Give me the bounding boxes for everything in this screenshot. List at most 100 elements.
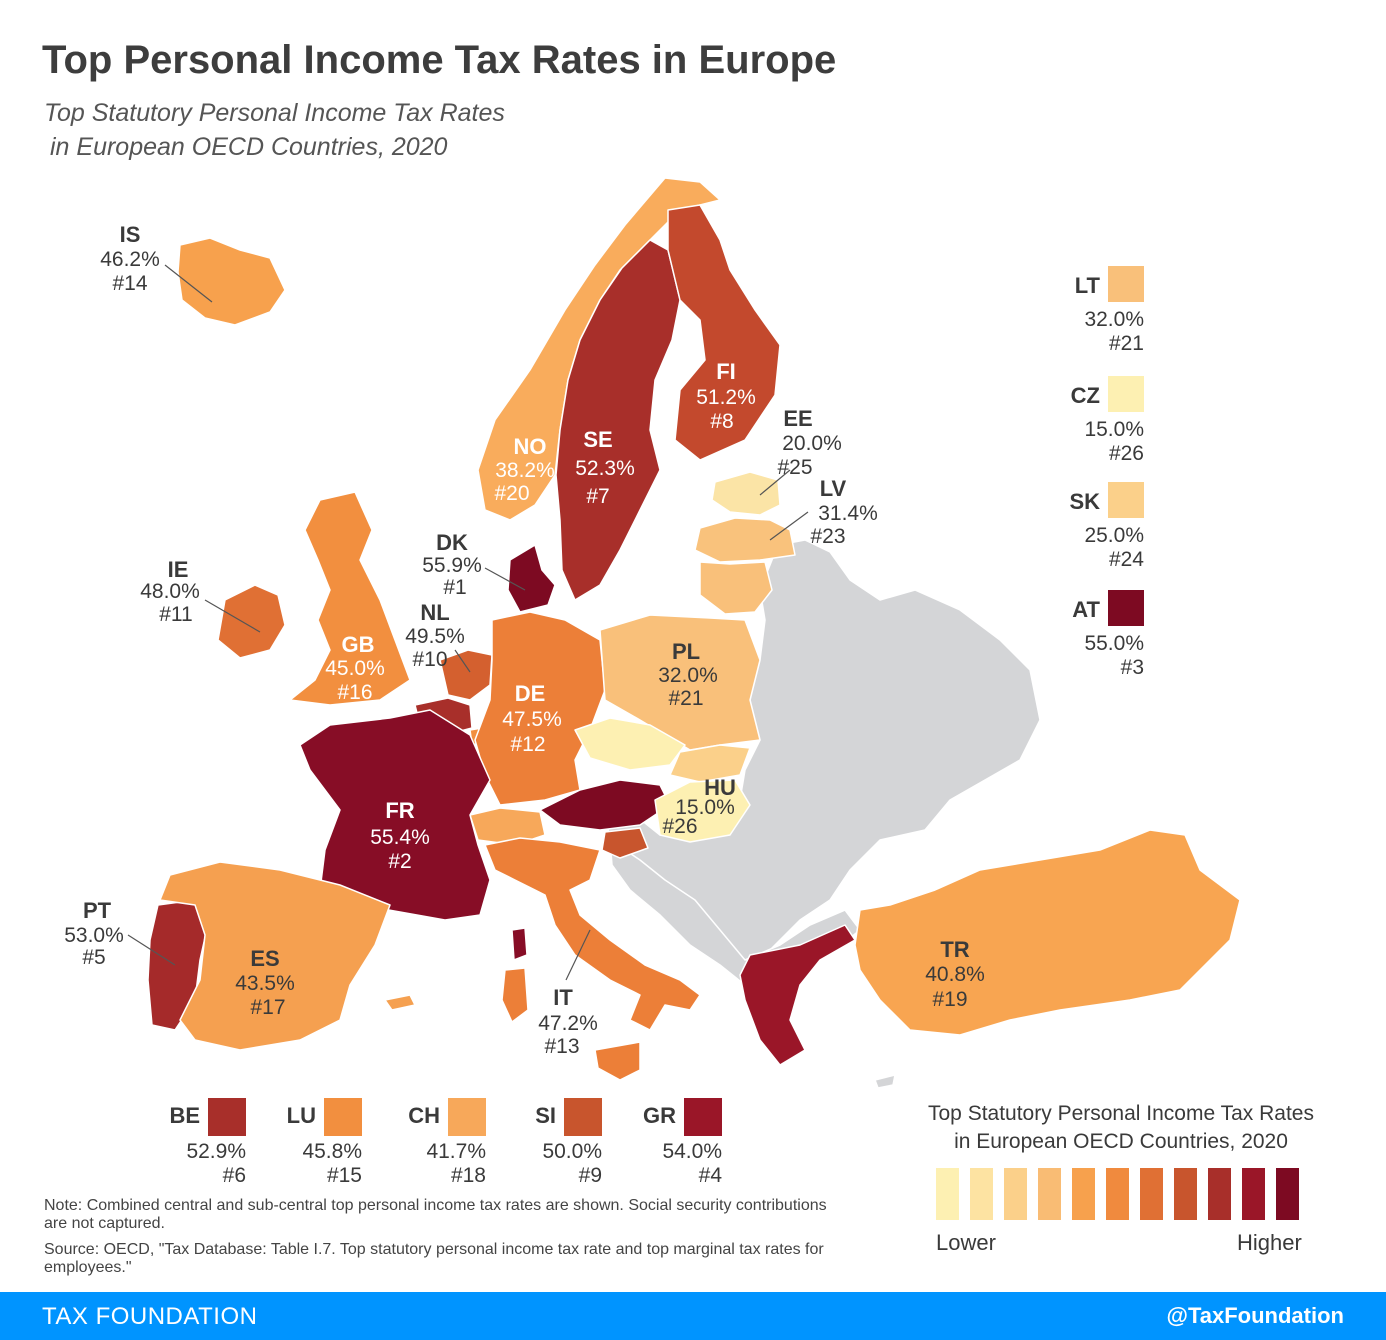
- label-lv: LV 31.4% #23: [810, 476, 877, 548]
- key-be-swatch: [208, 1098, 246, 1136]
- country-sk: [669, 744, 751, 783]
- country-cz: [574, 717, 686, 771]
- key-si-rank: #9: [578, 1164, 602, 1187]
- legend-title-line-2: in European OECD Countries, 2020: [954, 1130, 1288, 1153]
- label-ee: EE 20.0% #25: [777, 406, 841, 479]
- footer-brand[interactable]: TAX FOUNDATION: [42, 1303, 258, 1330]
- source-text: Source: OECD, "Tax Database: Table I.7. …: [44, 1241, 824, 1276]
- label-de: DE 47.5% #12: [502, 681, 562, 756]
- legend-swatch-7: [1140, 1168, 1163, 1220]
- svg-text:PL: PL: [672, 639, 700, 664]
- key-lu-code: LU: [286, 1103, 316, 1128]
- country-dk: [507, 544, 556, 613]
- leader-nl: [454, 649, 471, 673]
- subtitle-line-2: in European OECD Countries, 2020: [50, 133, 448, 161]
- key-sk-code: SK: [1069, 489, 1100, 514]
- svg-text:#12: #12: [510, 733, 545, 756]
- key-ch-rank: #18: [450, 1164, 486, 1187]
- svg-text:NL: NL: [420, 600, 449, 625]
- key-sk-rate: 25.0%: [1084, 524, 1144, 547]
- country-ie: [217, 584, 286, 659]
- svg-text:#8: #8: [710, 410, 733, 433]
- svg-text:IT: IT: [553, 985, 573, 1010]
- svg-text:#5: #5: [82, 946, 105, 969]
- key-lt-rate: 32.0%: [1084, 308, 1144, 331]
- key-ch-code: CH: [408, 1103, 440, 1128]
- legend-swatch-6: [1106, 1168, 1129, 1220]
- key-cz-rate: 15.0%: [1084, 418, 1144, 441]
- svg-text:52.3%: 52.3%: [575, 457, 635, 480]
- key-ch-swatch: [448, 1098, 486, 1136]
- key-be-rate: 52.9%: [186, 1140, 246, 1163]
- country-tr: [854, 829, 1241, 1036]
- note-text: Note: Combined central and sub-central t…: [44, 1197, 827, 1232]
- key-cz-swatch: [1108, 376, 1144, 412]
- leader-ee: [759, 469, 791, 496]
- svg-text:48.0%: 48.0%: [140, 580, 200, 603]
- svg-text:NO: NO: [514, 434, 547, 459]
- notes: Note: Combined central and sub-central t…: [44, 1197, 844, 1285]
- country-si: [601, 827, 649, 859]
- key-lu-rank: #15: [326, 1164, 362, 1187]
- country-it-sardinia: [501, 967, 529, 1023]
- key-lt-code: LT: [1074, 273, 1100, 298]
- country-se: [555, 239, 681, 601]
- svg-text:#2: #2: [388, 850, 411, 873]
- svg-text:55.4%: 55.4%: [370, 826, 430, 849]
- key-at-rate: 55.0%: [1084, 632, 1144, 655]
- svg-text:#16: #16: [337, 681, 372, 704]
- legend-swatch-11: [1276, 1168, 1299, 1220]
- key-lu-rate: 45.8%: [302, 1140, 362, 1163]
- country-fi: [667, 204, 781, 461]
- svg-text:49.5%: 49.5%: [405, 625, 465, 648]
- svg-text:GB: GB: [342, 632, 375, 657]
- country-es: [159, 861, 391, 1051]
- svg-text:53.0%: 53.0%: [64, 924, 124, 947]
- label-no: NO 38.2% #20: [494, 434, 554, 505]
- legend-title: Top Statutory Personal Income Tax Rates …: [898, 1100, 1344, 1156]
- footer-handle[interactable]: @TaxFoundation: [1166, 1303, 1344, 1328]
- country-is: [177, 237, 286, 326]
- europe-map: IS 46.2% #14 NO 38.2% #20 SE 52.3% #7 FI…: [64, 177, 1241, 1089]
- legend-title-line-1: Top Statutory Personal Income Tax Rates: [928, 1102, 1314, 1125]
- leader-ie: [204, 599, 261, 633]
- svg-text:51.2%: 51.2%: [696, 386, 756, 409]
- svg-text:45.0%: 45.0%: [325, 657, 385, 680]
- key-at-swatch: [1108, 590, 1144, 626]
- legend-swatch-4: [1038, 1168, 1061, 1220]
- legend-swatch-3: [1004, 1168, 1027, 1220]
- key-be-rank: #6: [222, 1164, 246, 1187]
- legend-swatch-9: [1208, 1168, 1231, 1220]
- key-lu-swatch: [324, 1098, 362, 1136]
- svg-text:47.5%: 47.5%: [502, 708, 562, 731]
- country-gb: [289, 491, 411, 706]
- svg-text:46.2%: 46.2%: [100, 248, 160, 271]
- label-dk: DK 55.9% #1: [422, 530, 482, 599]
- svg-text:#14: #14: [112, 272, 147, 295]
- svg-text:TR: TR: [940, 937, 969, 962]
- svg-text:#23: #23: [810, 525, 845, 548]
- svg-text:#17: #17: [250, 996, 285, 1019]
- svg-text:DK: DK: [436, 530, 468, 555]
- label-tr: TR 40.8% #19: [925, 937, 985, 1011]
- country-hu: [654, 779, 751, 843]
- svg-text:15.0%: 15.0%: [675, 796, 735, 819]
- leader-lv: [769, 511, 809, 541]
- key-ch-rate: 41.7%: [426, 1140, 486, 1163]
- leader-dk: [484, 567, 526, 591]
- country-it: [484, 837, 701, 1031]
- svg-text:#1: #1: [443, 576, 466, 599]
- svg-text:PT: PT: [83, 898, 112, 923]
- key-cz-code: CZ: [1070, 383, 1100, 408]
- legend-swatch-8: [1174, 1168, 1197, 1220]
- country-it-sicily: [594, 1041, 641, 1081]
- label-nl: NL 49.5% #10: [405, 600, 465, 671]
- svg-text:38.2%: 38.2%: [495, 459, 555, 482]
- country-fr: [299, 709, 491, 921]
- subtitle-line-1: Top Statutory Personal Income Tax Rates: [44, 99, 505, 127]
- label-fi: FI 51.2% #8: [696, 359, 756, 433]
- legend-swatch-2: [970, 1168, 993, 1220]
- leader-it: [565, 929, 591, 981]
- label-it: IT 47.2% #13: [538, 985, 598, 1058]
- svg-text:EE: EE: [783, 406, 812, 431]
